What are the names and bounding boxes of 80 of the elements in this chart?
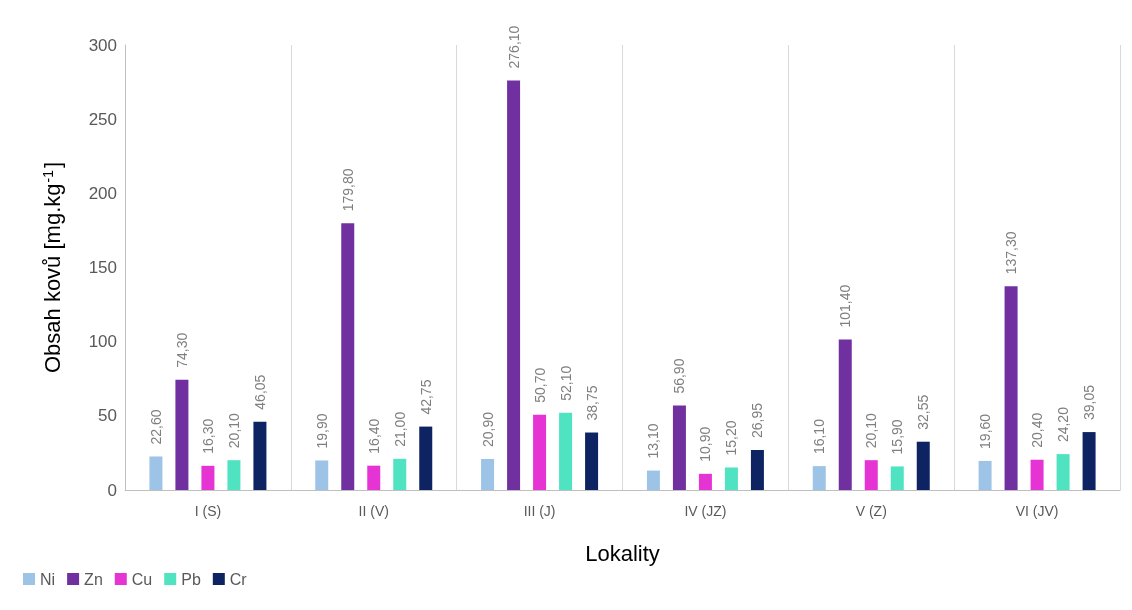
data-label: 20,40 (1029, 412, 1046, 448)
bar (812, 466, 826, 490)
data-label: 15,20 (723, 420, 740, 456)
data-label: 13,10 (645, 423, 662, 459)
data-label: 21,00 (391, 411, 408, 447)
bar (1004, 286, 1018, 490)
data-label: 26,95 (749, 402, 766, 439)
legend-label: Cr (229, 570, 248, 588)
data-label: 38,75 (583, 385, 600, 421)
data-label: 20,90 (479, 411, 496, 447)
bar (1082, 432, 1096, 490)
y-tick-label: 250 (88, 109, 117, 129)
data-label: 15,90 (889, 419, 906, 455)
bar (507, 80, 521, 490)
data-label: 42,75 (417, 379, 434, 415)
data-label: 101,40 (837, 284, 854, 328)
data-label: 19,90 (313, 413, 330, 449)
bar (1030, 459, 1044, 490)
bar (890, 466, 904, 490)
bar (227, 460, 241, 490)
bar (175, 379, 189, 490)
data-label: 137,30 (1003, 231, 1020, 275)
x-tick-label: IV (JZ) (684, 503, 727, 519)
bar (367, 465, 381, 490)
y-tick-label: 200 (88, 183, 117, 203)
data-label: 39,05 (1081, 384, 1098, 421)
data-label: 19,60 (977, 413, 994, 449)
data-label: 16,40 (365, 418, 382, 454)
x-tick-label: I (S) (194, 503, 222, 519)
bar (149, 456, 163, 490)
x-tick-label: III (J) (523, 503, 556, 519)
legend-label: Zn (84, 570, 103, 588)
bar (585, 432, 599, 490)
bar (916, 441, 930, 490)
data-label: 179,80 (339, 168, 356, 212)
data-label: 276,10 (505, 25, 522, 69)
bar (978, 460, 992, 490)
bar (1056, 454, 1070, 490)
bar (672, 405, 686, 490)
legend-label: Ni (40, 570, 56, 588)
bar (864, 460, 878, 490)
x-tick-label: VI (JV) (1015, 503, 1059, 519)
bar (315, 460, 329, 490)
bar (750, 450, 764, 490)
bar (393, 458, 407, 490)
data-label: 74,30 (173, 332, 190, 368)
bar (253, 421, 267, 490)
bar (481, 459, 495, 490)
bar (724, 467, 738, 490)
bar (646, 470, 660, 490)
bar (341, 223, 355, 490)
data-label: 56,90 (671, 358, 688, 394)
y-tick-label: 100 (88, 332, 117, 352)
data-label: 20,10 (225, 412, 242, 449)
data-label: 22,60 (147, 409, 164, 445)
data-label: 16,10 (811, 418, 828, 455)
y-tick-label: 300 (88, 35, 117, 55)
x-axis-title: Lokality (585, 540, 660, 566)
bar (698, 473, 712, 490)
legend-label: Pb (181, 570, 201, 588)
data-label: 16,30 (199, 418, 216, 454)
data-label: 24,20 (1055, 406, 1072, 443)
y-tick-label: 150 (88, 258, 117, 277)
x-tick-label: II (V) (358, 503, 389, 519)
data-label: 52,10 (557, 365, 574, 401)
bar (838, 339, 852, 490)
legend-label: Cu (131, 570, 153, 588)
y-tick-label: 50 (98, 406, 117, 426)
y-tick-label: 0 (107, 480, 117, 500)
data-label: 50,70 (531, 367, 548, 403)
data-label: 10,90 (697, 426, 714, 462)
x-tick-label: V (Z) (855, 503, 887, 519)
bar (559, 412, 573, 490)
data-label: 20,10 (863, 412, 880, 449)
data-label: 32,55 (915, 394, 932, 430)
y-axis-title: Obsah kovů [mg.kg-1] (39, 161, 65, 374)
bar (533, 414, 547, 490)
bar (419, 426, 433, 490)
data-label: 46,05 (251, 374, 268, 410)
bar (201, 465, 215, 490)
